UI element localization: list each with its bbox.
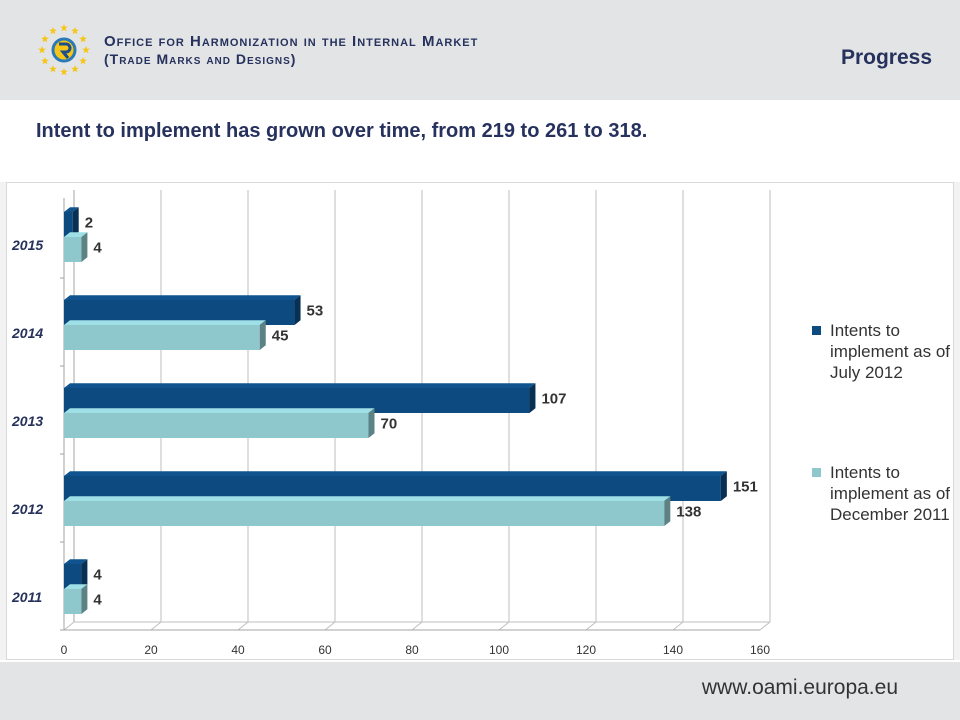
gridline-depth [63,621,75,631]
bar-front [64,564,82,589]
bar-value-label: 2 [85,215,93,232]
gridline-depth [498,621,510,631]
bar-end [529,383,536,413]
bar-front [64,237,82,262]
y-category-label: 2013 [11,413,43,429]
bar-top [64,383,536,388]
legend-label: Intents to implement as of December 2011 [830,463,950,524]
bar-front [64,212,73,237]
bar-end [259,320,266,350]
bar-value-label: 151 [733,479,758,496]
logo-star [41,35,49,43]
organization-name: Office for Harmonization in the Internal… [104,33,479,50]
x-tick-label: 120 [576,643,596,657]
oami-logo [38,24,90,76]
bar-top [64,320,266,325]
bar-top [64,584,88,589]
bar-top [64,207,79,212]
organization-subtitle: (Trade Marks and Designs) [104,51,297,67]
gridline-depth [672,621,684,631]
bar-end [81,232,88,262]
logo-star [60,24,68,32]
bar-value-label: 4 [93,567,102,584]
bar-end [81,559,88,589]
x-tick-label: 100 [489,643,509,657]
bar-end [368,408,375,438]
x-tick-label: 140 [663,643,683,657]
bar-end [720,471,727,501]
logo-star [49,26,57,35]
x-tick-label: 40 [231,643,245,657]
y-category-label: 2015 [11,237,43,253]
chart-bars [64,207,727,614]
legend-swatch-light [812,468,821,477]
bar-value-label: 107 [541,391,566,408]
bar-top [64,232,88,237]
logo-star [41,57,49,65]
bar-end [81,584,88,614]
logo-star [79,35,87,43]
bar-value-label: 53 [307,303,324,320]
logo-star [60,68,68,76]
x-tick-label: 20 [144,643,158,657]
y-category-label: 2012 [11,501,43,517]
bar-value-label: 70 [381,416,398,433]
bar-top [64,559,88,564]
x-tick-label: 0 [61,643,68,657]
bar-end [664,496,671,526]
x-tick-label: 60 [318,643,332,657]
y-category-label: 2014 [11,325,43,341]
x-tick-label: 160 [750,643,770,657]
bar-top [64,496,671,501]
legend-swatch-dark [812,326,821,335]
bar-end [294,295,301,325]
bar-front [64,325,260,350]
bar-front [64,501,665,526]
website-url: www.oami.europa.eu [701,676,898,699]
header-bar: Office for Harmonization in the Internal… [0,0,960,100]
logo-star [49,65,57,73]
chart-axes: 0 20 40 60 80 100 120 140 160 [60,190,770,657]
bar-top [64,408,375,413]
logo-star [79,57,87,65]
bar-end [72,207,79,237]
gridline-depth [585,621,597,631]
logo-star [82,46,90,54]
bar-top [64,295,301,300]
bar-front [64,413,369,438]
gridline-depth [324,621,336,631]
bar-value-label: 45 [272,328,289,345]
bar-value-label: 138 [676,504,701,521]
logo-star [71,26,79,35]
gridline-depth [759,621,771,631]
legend-label: Intents to implement as of July 2012 [830,321,950,382]
bar-top [64,471,727,476]
footer-bar: www.oami.europa.eu [0,662,960,720]
section-title: Progress [840,46,932,69]
y-category-label: 2011 [11,589,42,605]
bar-value-label: 4 [93,240,102,257]
bar-front [64,589,82,614]
x-tick-label: 80 [405,643,419,657]
logo-star [38,46,46,54]
logo-star [71,65,79,73]
gridline-depth [237,621,249,631]
bar-value-label: 4 [93,592,102,609]
gridline-depth [150,621,162,631]
gridline-depth [411,621,423,631]
slide-subtitle: Intent to implement has grown over time,… [36,120,648,142]
